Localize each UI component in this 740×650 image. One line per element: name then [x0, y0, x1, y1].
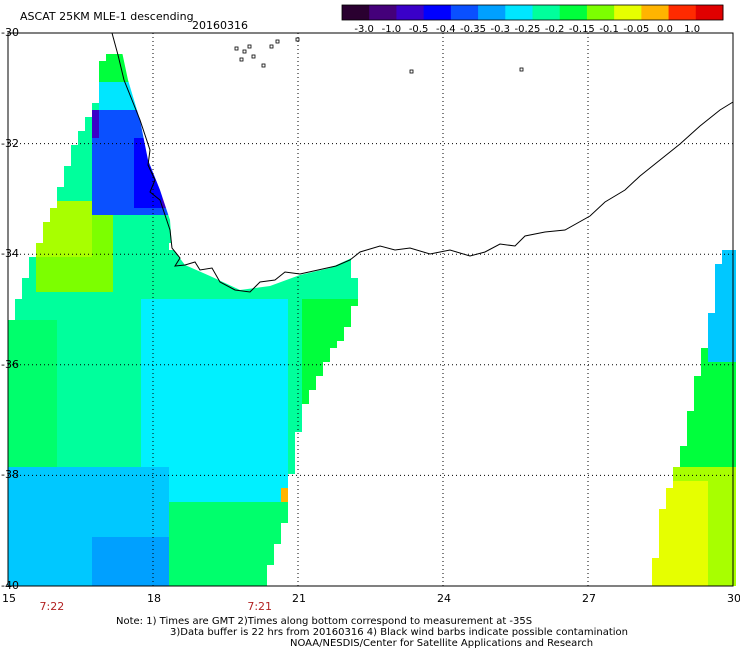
lat-tick-label: -40: [1, 579, 19, 592]
note-line-2: 3)Data buffer is 22 hrs from 20160316 4)…: [170, 627, 628, 638]
colorbar-tick-label: -0.1: [599, 24, 619, 35]
lat-tick-label: -34: [1, 247, 19, 261]
lat-tick-label: -38: [1, 468, 19, 482]
lat-tick-label: -32: [1, 136, 19, 150]
coastline: [111, 32, 734, 293]
lon-tick-label: 18: [147, 592, 161, 605]
colorbar: [341, 4, 724, 21]
lon-tick-label: 30: [727, 592, 740, 605]
lon-tick-label: 27: [582, 592, 596, 605]
lon-tick-label: 24: [437, 592, 451, 605]
colorbar-tick-label: 1.0: [684, 24, 701, 35]
colorbar-tick-label: -0.35: [460, 24, 486, 35]
colorbar-tick-label: -0.2: [544, 24, 565, 35]
map-date: 20160316: [192, 19, 248, 32]
colorbar-tick-label: -0.4: [436, 24, 456, 35]
mle-data-swaths: [8, 33, 736, 586]
lat-tick-label: -30: [1, 26, 19, 39]
map-frame: [7, 32, 734, 587]
map-title: ASCAT 25KM MLE-1 descending: [20, 10, 194, 23]
colorbar-tick-label: -0.05: [623, 24, 650, 35]
time-label: 7:21: [247, 600, 273, 613]
colorbar-tick-label: -0.5: [408, 24, 429, 35]
colorbar-tick-label: -0.3: [490, 24, 510, 35]
note-line-3: NOAA/NESDIS/Center for Satellite Applica…: [290, 638, 594, 649]
note-line-1: Note: 1) Times are GMT 2)Times along bot…: [116, 616, 533, 627]
lat-tick-label: -36: [1, 357, 19, 371]
colorbar-tick-label: -3.0: [354, 24, 374, 35]
lon-tick-label: 15: [2, 592, 16, 605]
colorbar-tick-label: -0.15: [568, 24, 595, 35]
lon-tick-label: 21: [292, 592, 306, 605]
colorbar-tick-label: 0.0: [656, 24, 673, 35]
time-label: 7:22: [39, 600, 65, 613]
colorbar-tick-label: -1.0: [381, 24, 402, 35]
colorbar-tick-label: -0.25: [514, 24, 541, 35]
